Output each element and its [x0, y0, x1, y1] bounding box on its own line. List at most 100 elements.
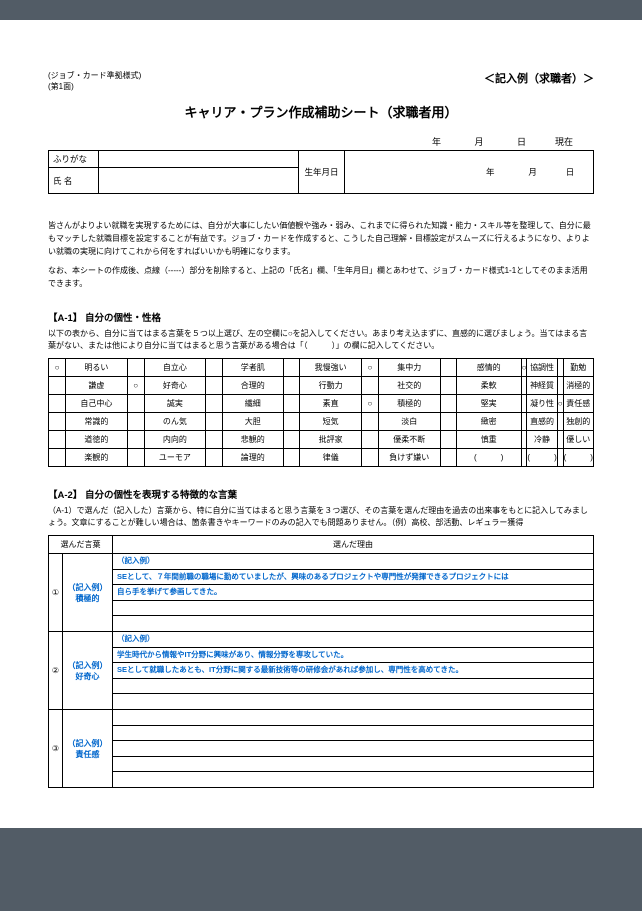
a2-title: 【A-2】 自分の個性を表現する特徴的な言葉: [48, 487, 594, 501]
trait-mark-cell[interactable]: [49, 377, 66, 395]
trait-mark-cell[interactable]: [206, 431, 222, 449]
a2-reason-line[interactable]: [113, 679, 593, 695]
trait-word-cell: 慎重: [456, 431, 521, 449]
a2-reason-line[interactable]: [113, 726, 593, 742]
a2-reason-line[interactable]: SEとして就職したあとも、IT分野に関する最新技術等の研修会があれば参加し、専門…: [113, 663, 593, 679]
month-label: 月: [459, 135, 499, 148]
a2-index: ②: [49, 632, 63, 710]
trait-word-cell: ( ): [527, 449, 557, 467]
trait-mark-cell[interactable]: [127, 359, 144, 377]
a2-reason-line[interactable]: （記入例）: [113, 632, 593, 648]
trait-mark-cell[interactable]: [49, 449, 66, 467]
a2-table: 選んだ言葉 選んだ理由 ①（記入例）積極的（記入例）SEとして、７年間前職の職場…: [48, 535, 594, 788]
trait-mark-cell[interactable]: [361, 449, 378, 467]
a2-reason-line[interactable]: [113, 757, 593, 773]
a2-word[interactable]: （記入例）好奇心: [63, 632, 113, 710]
trait-word-cell: 緻密: [456, 413, 521, 431]
intro: 皆さんがよりよい就職を実現するためには、自分が大事にしたい価値観や強み・弱み、こ…: [48, 220, 594, 290]
trait-word-cell: 協調性: [527, 359, 557, 377]
trait-mark-cell[interactable]: [440, 413, 456, 431]
trait-mark-cell[interactable]: [284, 431, 300, 449]
intro-p1: 皆さんがよりよい就職を実現するためには、自分が大事にしたい価値観や強み・弱み、こ…: [48, 220, 594, 258]
trait-word-cell: 楽観的: [66, 449, 128, 467]
trait-mark-cell[interactable]: [49, 431, 66, 449]
a2-reason-line[interactable]: [113, 694, 593, 709]
trait-word-cell: 悲観的: [222, 431, 284, 449]
trait-mark-cell[interactable]: [440, 431, 456, 449]
trait-word-cell: 行動力: [300, 377, 362, 395]
trait-mark-cell[interactable]: [127, 449, 144, 467]
a2-reason-line[interactable]: [113, 741, 593, 757]
trait-mark-cell[interactable]: [206, 359, 222, 377]
trait-word-cell: 堅実: [456, 395, 521, 413]
page-title: キャリア・プラン作成補助シート（求職者用）: [48, 102, 594, 121]
trait-mark-cell[interactable]: [284, 377, 300, 395]
trait-mark-cell[interactable]: [361, 413, 378, 431]
trait-mark-cell[interactable]: [49, 395, 66, 413]
a2-reason[interactable]: （記入例）学生時代から情報やIT分野に興味があり、情報分野を専攻していた。SEと…: [113, 632, 594, 710]
trait-mark-cell[interactable]: [206, 413, 222, 431]
trait-mark-cell[interactable]: [440, 395, 456, 413]
a2-word[interactable]: （記入例）責任感: [63, 710, 113, 788]
a2-reason-line[interactable]: [113, 710, 593, 726]
a2-reason[interactable]: [113, 710, 594, 788]
trait-word-cell: 律儀: [300, 449, 362, 467]
name-label: 氏 名: [49, 168, 99, 194]
current-label: 現在: [544, 135, 584, 148]
trait-word-cell: 大胆: [222, 413, 284, 431]
a2-reason-line[interactable]: （記入例）: [113, 554, 593, 570]
trait-word-cell: 消極的: [563, 377, 593, 395]
trait-mark-cell[interactable]: [284, 449, 300, 467]
trait-mark-cell[interactable]: [284, 395, 300, 413]
dob-field[interactable]: 年 月 日: [345, 151, 594, 194]
trait-mark-cell[interactable]: [127, 431, 144, 449]
trait-mark-cell[interactable]: [127, 395, 144, 413]
trait-mark-cell[interactable]: ○: [361, 359, 378, 377]
trait-word-cell: 好奇心: [144, 377, 206, 395]
a2-reason-line[interactable]: 自ら手を挙げて参画してきた。: [113, 585, 593, 601]
trait-mark-cell[interactable]: [361, 377, 378, 395]
trait-mark-cell[interactable]: [206, 395, 222, 413]
form-label-1: (ジョブ・カード準拠様式): [48, 70, 141, 81]
a2-reason-line[interactable]: [113, 616, 593, 631]
header: (ジョブ・カード準拠様式) (第1面) ＜記入例（求職者）＞: [48, 70, 594, 92]
trait-word-cell: 集中力: [378, 359, 440, 377]
day-label: 日: [501, 135, 541, 148]
trait-word-cell: 感情的: [456, 359, 521, 377]
trait-mark-cell[interactable]: ○: [361, 395, 378, 413]
a2-word[interactable]: （記入例）積極的: [63, 554, 113, 632]
trait-mark-cell[interactable]: [206, 449, 222, 467]
trait-mark-cell[interactable]: [440, 359, 456, 377]
name-field[interactable]: [99, 168, 299, 194]
furigana-field[interactable]: [99, 151, 299, 168]
trait-word-cell: ( ): [563, 449, 593, 467]
trait-word-cell: 素直: [300, 395, 362, 413]
trait-word-cell: 積極的: [378, 395, 440, 413]
trait-word-cell: 負けず嫌い: [378, 449, 440, 467]
trait-mark-cell[interactable]: [361, 431, 378, 449]
trait-word-cell: 冷静: [527, 431, 557, 449]
trait-mark-cell[interactable]: [284, 413, 300, 431]
a2-index: ①: [49, 554, 63, 632]
trait-word-cell: 自立心: [144, 359, 206, 377]
trait-mark-cell[interactable]: [440, 449, 456, 467]
a2-reason[interactable]: （記入例）SEとして、７年間前職の職場に勤めていましたが、興味のあるプロジェクト…: [113, 554, 594, 632]
a2-desc: （A-1）で選んだ（記入した）言葉から、特に自分に当てはまると思う言葉を３つ選び…: [48, 505, 594, 529]
trait-mark-cell[interactable]: [49, 413, 66, 431]
trait-word-cell: 淡白: [378, 413, 440, 431]
trait-mark-cell[interactable]: [284, 359, 300, 377]
a2-reason-line[interactable]: [113, 601, 593, 617]
trait-word-cell: 批評家: [300, 431, 362, 449]
trait-mark-cell[interactable]: [206, 377, 222, 395]
a2-reason-line[interactable]: 学生時代から情報やIT分野に興味があり、情報分野を専攻していた。: [113, 648, 593, 664]
a2-col-word: 選んだ言葉: [49, 536, 113, 554]
trait-mark-cell[interactable]: [440, 377, 456, 395]
trait-mark-cell[interactable]: [127, 413, 144, 431]
a2-reason-line[interactable]: SEとして、７年間前職の職場に勤めていましたが、興味のあるプロジェクトや専門性が…: [113, 570, 593, 586]
example-label: ＜記入例（求職者）＞: [484, 70, 594, 86]
trait-mark-cell[interactable]: ○: [127, 377, 144, 395]
a2-reason-line[interactable]: [113, 772, 593, 787]
trait-word-cell: 短気: [300, 413, 362, 431]
trait-word-cell: 社交的: [378, 377, 440, 395]
trait-mark-cell[interactable]: ○: [49, 359, 66, 377]
